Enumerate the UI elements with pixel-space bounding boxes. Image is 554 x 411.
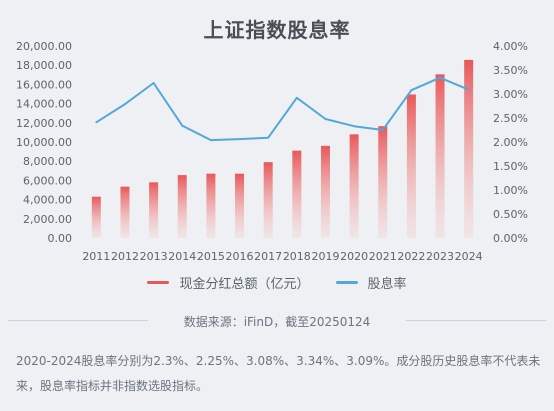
x-tick-label: 2011	[82, 250, 110, 263]
y-left-tick-label: 16,000.00	[16, 78, 72, 91]
y-left-tick-label: 4,000.00	[23, 194, 72, 207]
bar-cash-dividend-2015	[206, 173, 216, 238]
legend-item-dividend-yield: 股息率	[335, 273, 407, 292]
bar-cash-dividend-2011	[91, 196, 101, 238]
legend-label-cash-dividend: 现金分红总额（亿元）	[179, 277, 310, 292]
x-tick-label: 2023	[426, 250, 454, 263]
bar-cash-dividend-2018	[292, 150, 302, 238]
y-right-tick-label: 0.50%	[493, 208, 528, 221]
chart-title: 上证指数股息率	[203, 18, 351, 42]
dividend-chart: 0.00 2,000.00 4,000.00 6,000.00 8,000.00 10,0…	[16, 40, 528, 263]
bar-cash-dividend-2020	[349, 134, 359, 238]
y-left-tick-label: 20,000.00	[16, 40, 72, 53]
legend-label-dividend-yield: 股息率	[367, 277, 407, 292]
bar-cash-dividend-2021	[378, 126, 388, 238]
bar-cash-dividend-2022	[406, 94, 416, 238]
x-tick-label: 2012	[111, 250, 139, 263]
point-dividend-yield-2014	[181, 124, 184, 127]
y-left-tick-label: 14,000.00	[16, 98, 72, 111]
y-left-tick-label: 2,000.00	[23, 213, 72, 226]
y-right-tick-label: 2.00%	[493, 136, 528, 149]
bar-cash-dividend-2012	[120, 186, 130, 238]
point-dividend-yield-2013	[152, 82, 155, 84]
y-right-tick-label: 3.00%	[493, 88, 528, 101]
point-dividend-yield-2022	[410, 89, 413, 92]
y-left-tick-label: 0.00	[48, 232, 73, 245]
point-dividend-yield-2019	[324, 118, 327, 120]
data-source: 数据来源：iFinD，截至20250124	[183, 315, 371, 329]
y-right-tick-label: 3.50%	[493, 64, 528, 77]
bar-cash-dividend-2013	[149, 182, 159, 238]
x-tick-label: 2016	[226, 250, 254, 263]
x-tick-label: 2021	[369, 250, 397, 263]
bar-cash-dividend-2017	[263, 162, 273, 238]
bar-cash-dividend-2016	[235, 173, 245, 238]
y-left-tick-label: 12,000.00	[16, 117, 72, 130]
x-tick-label: 2022	[397, 250, 425, 263]
point-dividend-yield-2020	[353, 125, 356, 128]
point-dividend-yield-2011	[95, 121, 98, 124]
x-tick-label: 2018	[283, 250, 311, 263]
legend-swatch-bar	[147, 281, 170, 284]
point-dividend-yield-2017	[267, 136, 270, 139]
footnote: 2020-2024股息率分别为2.3%、2.25%、3.08%、3.34%、3.…	[16, 354, 541, 393]
x-tick-label: 2015	[197, 250, 225, 263]
chart-legend: 现金分红总额（亿元） 股息率	[0, 273, 554, 292]
y-right-tick-label: 4.00%	[493, 40, 528, 53]
point-dividend-yield-2024	[467, 88, 470, 91]
bar-cash-dividend-2014	[177, 175, 187, 238]
x-tick-label: 2019	[311, 250, 339, 263]
y-left-tick-label: 6,000.00	[23, 174, 72, 187]
point-dividend-yield-2012	[124, 103, 126, 105]
point-dividend-yield-2016	[238, 138, 241, 141]
y-right-tick-label: 2.50%	[493, 112, 528, 125]
bar-cash-dividend-2019	[320, 145, 330, 238]
y-left-tick-label: 8,000.00	[23, 155, 72, 168]
y-left-tick-label: 18,000.00	[16, 59, 72, 72]
x-tick-label: 2024	[455, 250, 483, 263]
x-tick-label: 2020	[340, 250, 368, 263]
source-divider-left	[8, 320, 148, 321]
point-dividend-yield-2018	[295, 96, 298, 99]
source-divider-right	[406, 320, 546, 321]
legend-item-cash-dividend: 现金分红总额（亿元）	[147, 273, 310, 292]
y-left-tick-label: 10,000.00	[16, 136, 72, 149]
line-dividend-yield	[95, 76, 470, 142]
x-tick-label: 2014	[168, 250, 196, 263]
point-dividend-yield-2023	[439, 76, 441, 79]
x-tick-label: 2017	[254, 250, 282, 263]
x-tick-label: 2013	[140, 250, 168, 263]
legend-swatch-line	[335, 281, 358, 284]
y-right-tick-label: 1.50%	[493, 160, 528, 173]
point-dividend-yield-2015	[209, 139, 212, 141]
bar-cash-dividend-2023	[435, 74, 445, 238]
point-dividend-yield-2021	[381, 129, 384, 131]
y-right-tick-label: 1.00%	[493, 184, 528, 197]
y-right-tick-label: 0.00%	[493, 232, 528, 245]
bar-cash-dividend-2024	[464, 59, 474, 238]
